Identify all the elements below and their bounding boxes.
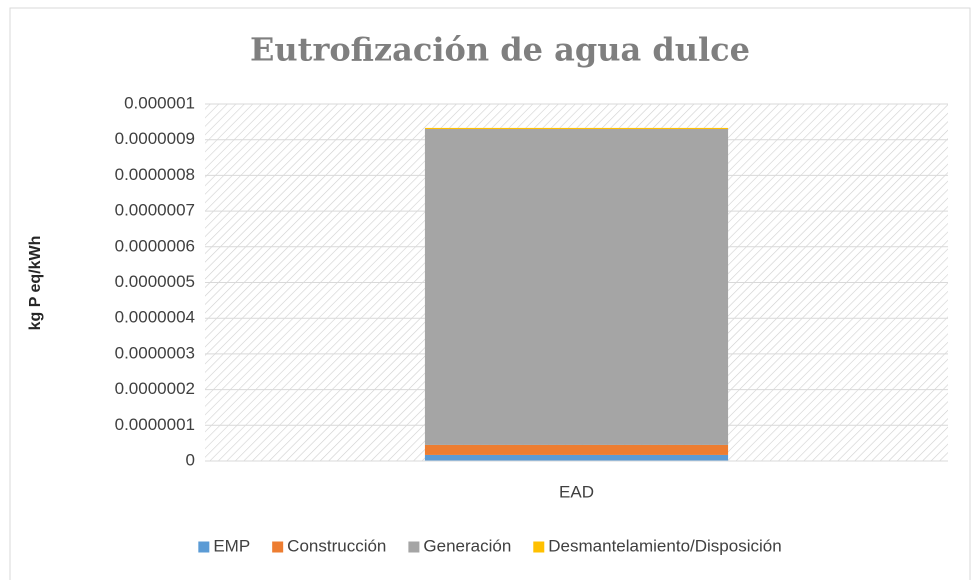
- y-tick-label: 0.0000001: [115, 415, 195, 434]
- legend-swatch: [272, 541, 284, 553]
- bar-segment: [424, 454, 729, 461]
- bar-segment: [424, 444, 729, 455]
- chart-title: Eutrofización de agua dulce: [250, 31, 750, 69]
- y-tick-label: 0.0000008: [115, 165, 195, 184]
- y-tick-label: 0.0000002: [115, 379, 195, 398]
- x-tick-label: EAD: [559, 482, 594, 501]
- y-tick-label: 0.0000005: [115, 272, 195, 291]
- y-tick-label: 0.0000009: [115, 129, 195, 148]
- y-tick-label: 0.0000007: [115, 201, 195, 220]
- legend-label: EMP: [213, 536, 250, 555]
- y-tick-label: 0.0000004: [115, 308, 195, 327]
- bar-segment: [424, 127, 729, 129]
- y-tick-label: 0.0000006: [115, 236, 195, 255]
- y-axis-label: kg P eq/kWh: [27, 236, 44, 331]
- y-tick-label: 0.000001: [124, 93, 195, 112]
- legend-swatch: [198, 541, 210, 553]
- legend-label: Desmantelamiento/Disposición: [548, 536, 781, 555]
- legend-swatch: [408, 541, 420, 553]
- bar-segment: [424, 128, 729, 445]
- y-tick-label: 0.0000003: [115, 343, 195, 362]
- y-tick-label: 0: [186, 450, 195, 469]
- legend-label: Generación: [423, 536, 511, 555]
- legend-swatch: [533, 541, 545, 553]
- legend-label: Construcción: [287, 536, 386, 555]
